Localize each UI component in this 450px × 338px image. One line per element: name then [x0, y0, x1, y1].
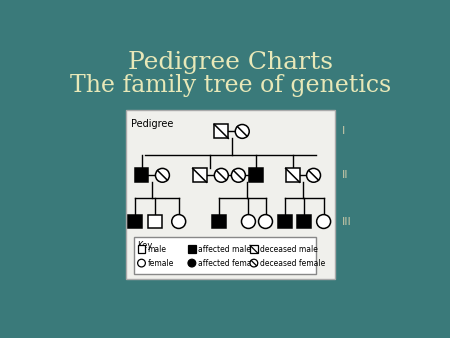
- Circle shape: [250, 259, 258, 267]
- Bar: [134, 237, 316, 274]
- Circle shape: [155, 168, 169, 182]
- Circle shape: [231, 168, 245, 182]
- Circle shape: [172, 215, 186, 228]
- Text: Key: Key: [137, 241, 152, 250]
- Circle shape: [235, 124, 249, 138]
- Text: affected female: affected female: [198, 259, 258, 268]
- Circle shape: [138, 259, 145, 267]
- Bar: [148, 215, 162, 228]
- Bar: [214, 124, 228, 138]
- Circle shape: [317, 215, 331, 228]
- Circle shape: [188, 259, 196, 267]
- Text: affected male: affected male: [198, 245, 251, 254]
- Bar: [212, 215, 226, 228]
- Text: III: III: [342, 217, 351, 226]
- Circle shape: [306, 168, 320, 182]
- Text: Pedigree: Pedigree: [130, 119, 173, 129]
- Text: deceased female: deceased female: [260, 259, 325, 268]
- Bar: [278, 215, 292, 228]
- Circle shape: [242, 215, 256, 228]
- Text: II: II: [342, 170, 348, 180]
- Bar: [249, 168, 263, 182]
- Bar: [188, 245, 196, 253]
- Circle shape: [258, 215, 273, 228]
- Text: Pedigree Charts: Pedigree Charts: [128, 51, 333, 74]
- Text: I: I: [342, 126, 345, 137]
- Bar: [138, 245, 145, 253]
- Text: male: male: [148, 245, 166, 254]
- Bar: [127, 215, 141, 228]
- Bar: [126, 110, 335, 279]
- Text: The family tree of genetics: The family tree of genetics: [70, 74, 391, 97]
- Bar: [135, 168, 148, 182]
- Text: deceased male: deceased male: [260, 245, 318, 254]
- Bar: [297, 215, 311, 228]
- Bar: [250, 245, 258, 253]
- Circle shape: [214, 168, 228, 182]
- Bar: [193, 168, 207, 182]
- Bar: [286, 168, 300, 182]
- Text: female: female: [148, 259, 174, 268]
